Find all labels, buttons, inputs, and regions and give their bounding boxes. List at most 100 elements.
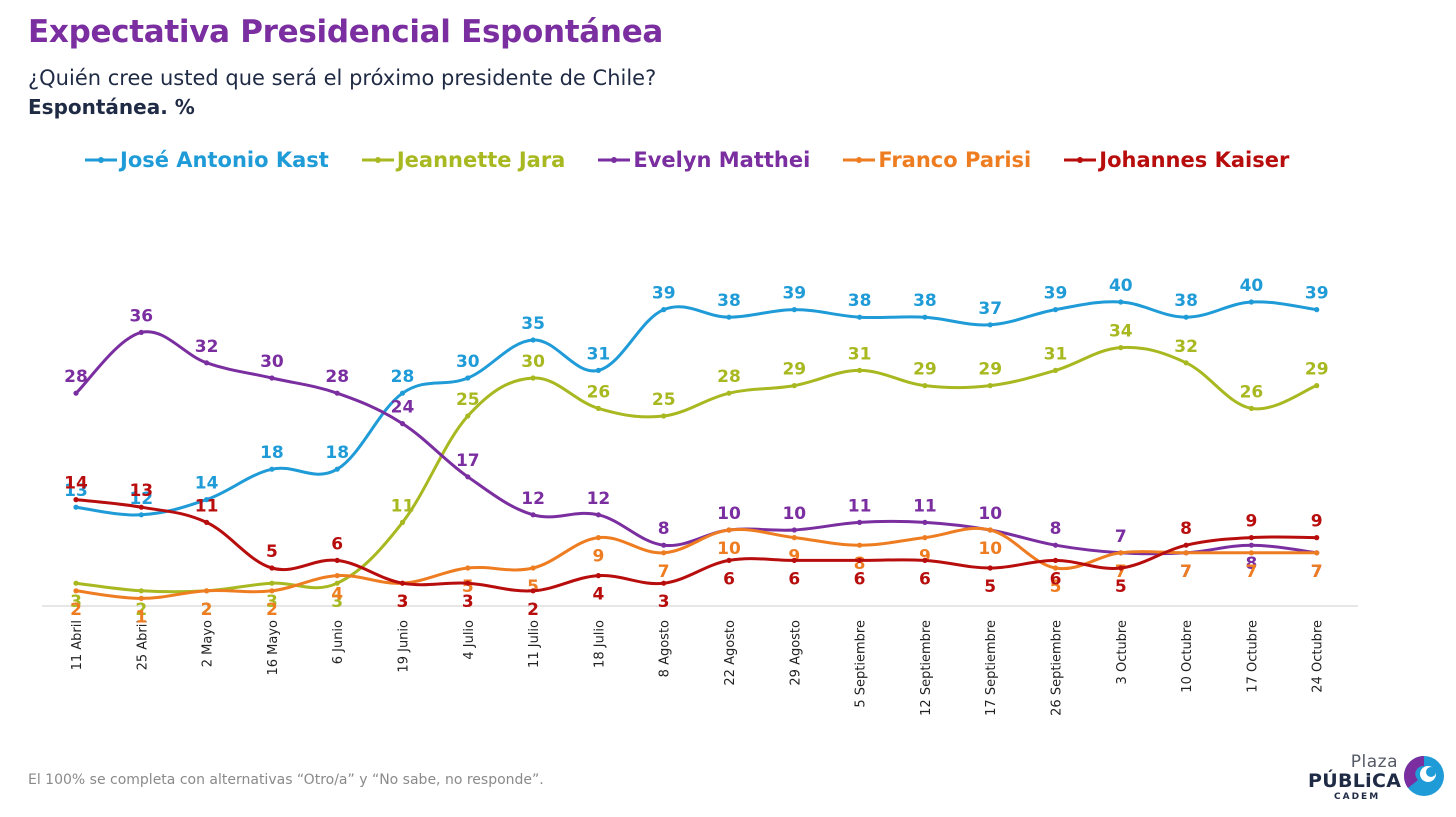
data-point bbox=[138, 588, 144, 594]
data-label: 10 bbox=[978, 539, 1002, 559]
data-label: 4 bbox=[592, 585, 604, 605]
legend-swatch-icon bbox=[84, 154, 118, 166]
x-tick-label: 10 Octubre bbox=[1180, 620, 1195, 693]
x-tick-label: 11 Abril bbox=[70, 620, 85, 670]
data-point bbox=[661, 542, 667, 548]
data-point bbox=[138, 504, 144, 510]
data-point bbox=[1052, 557, 1059, 564]
data-point bbox=[269, 375, 275, 381]
data-label: 6 bbox=[919, 569, 931, 589]
data-label: 4 bbox=[331, 585, 343, 605]
data-point bbox=[73, 580, 79, 586]
x-tick-label: 19 Junio bbox=[397, 620, 412, 673]
data-point bbox=[1248, 542, 1254, 548]
data-point bbox=[1183, 542, 1189, 548]
data-point bbox=[334, 390, 340, 396]
data-point bbox=[399, 519, 406, 526]
legend-swatch-icon bbox=[842, 154, 876, 166]
data-label: 8 bbox=[1180, 519, 1192, 539]
data-label: 12 bbox=[129, 489, 153, 509]
data-point bbox=[922, 557, 928, 564]
data-point bbox=[922, 314, 928, 320]
data-label: 26 bbox=[1240, 382, 1264, 402]
data-label: 6 bbox=[854, 569, 866, 589]
data-point bbox=[204, 588, 210, 594]
data-label: 9 bbox=[1311, 512, 1323, 532]
data-point bbox=[726, 390, 732, 396]
data-label: 32 bbox=[195, 337, 219, 357]
x-tick-label: 4 Julio bbox=[462, 620, 477, 660]
data-label: 8 bbox=[1245, 554, 1257, 574]
data-point bbox=[269, 580, 275, 586]
legend-label: Jeannette Jara bbox=[396, 148, 566, 172]
chart-question: ¿Quién cree usted que será el próximo pr… bbox=[28, 66, 657, 90]
data-label: 3 bbox=[397, 592, 409, 612]
data-point bbox=[1052, 367, 1059, 373]
data-label: 8 bbox=[658, 519, 670, 539]
data-label: 5 bbox=[1115, 577, 1127, 597]
data-label: 3 bbox=[266, 592, 278, 612]
data-label: 39 bbox=[782, 284, 806, 304]
data-point bbox=[334, 466, 340, 472]
data-point bbox=[1118, 299, 1124, 305]
data-point bbox=[987, 322, 993, 328]
x-tick-label: 2 Mayo bbox=[201, 620, 216, 667]
x-tick-label: 17 Septiembre bbox=[984, 620, 999, 716]
data-point bbox=[1314, 307, 1320, 313]
data-label: 29 bbox=[1305, 360, 1329, 380]
chart-legend: José Antonio Kast Jeannette Jara Evelyn Ma… bbox=[84, 148, 1321, 172]
data-label: 39 bbox=[652, 284, 676, 304]
data-point bbox=[465, 565, 471, 571]
data-point bbox=[399, 580, 406, 586]
data-label: 38 bbox=[717, 291, 741, 311]
data-point bbox=[138, 595, 144, 602]
data-label: 28 bbox=[64, 367, 88, 387]
data-label: 11 bbox=[391, 496, 415, 516]
data-label: 3 bbox=[70, 592, 82, 612]
legend-item-jeannette-jara: Jeannette Jara bbox=[361, 148, 566, 172]
data-label: 25 bbox=[456, 390, 480, 410]
series-line bbox=[75, 498, 1317, 593]
data-label: 6 bbox=[788, 569, 800, 589]
x-tick-label: 16 Mayo bbox=[266, 620, 281, 676]
data-point bbox=[269, 466, 275, 472]
data-point bbox=[269, 565, 275, 571]
data-point bbox=[1052, 542, 1059, 548]
data-point bbox=[465, 474, 471, 480]
data-label: 40 bbox=[1240, 276, 1264, 296]
data-label: 2 bbox=[70, 600, 82, 620]
data-point bbox=[1118, 345, 1124, 351]
data-point bbox=[661, 307, 667, 313]
data-label: 14 bbox=[195, 474, 219, 494]
data-point bbox=[595, 367, 602, 373]
data-label: 8 bbox=[854, 554, 866, 574]
data-label: 28 bbox=[325, 367, 349, 387]
data-label: 2 bbox=[527, 600, 539, 620]
data-label: 10 bbox=[717, 539, 741, 559]
data-point bbox=[857, 542, 863, 548]
data-point bbox=[73, 504, 79, 510]
data-point bbox=[791, 527, 797, 533]
data-point bbox=[1052, 307, 1059, 313]
data-point bbox=[857, 314, 863, 320]
data-label: 11 bbox=[913, 496, 937, 516]
data-label: 9 bbox=[788, 547, 800, 567]
data-label: 12 bbox=[521, 489, 545, 509]
legend-item-jose-antonio-kast: José Antonio Kast bbox=[84, 148, 329, 172]
data-label: 6 bbox=[1050, 569, 1062, 589]
data-point bbox=[1183, 550, 1189, 556]
data-label: 7 bbox=[1311, 562, 1323, 582]
data-point bbox=[661, 413, 667, 419]
data-point bbox=[465, 580, 471, 586]
data-label: 10 bbox=[782, 504, 806, 524]
data-point bbox=[530, 512, 536, 518]
data-label: 38 bbox=[913, 291, 937, 311]
x-tick-label: 8 Agosto bbox=[658, 620, 673, 677]
data-label: 13 bbox=[64, 481, 88, 501]
data-label: 39 bbox=[1044, 284, 1068, 304]
